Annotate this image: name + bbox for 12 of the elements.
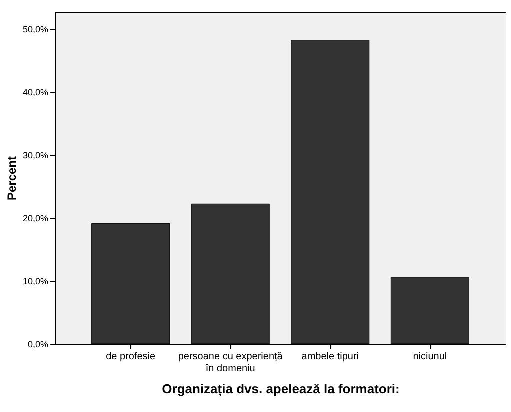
x-tick-label: niciunul <box>413 352 448 362</box>
y-tick-label: 10,0% <box>22 276 48 286</box>
x-tick-label: ambele tipuri <box>302 352 360 362</box>
x-tick-label: persoane cu experiență în domeniu <box>178 352 284 374</box>
y-tick-label: 30,0% <box>22 150 48 161</box>
y-axis-title: Percent <box>4 156 19 201</box>
x-tick-label: de profesie <box>106 352 156 362</box>
y-tick-label: 0,0% <box>28 340 48 350</box>
y-tick-label: 20,0% <box>22 214 48 224</box>
y-tick-label: 40,0% <box>22 88 48 98</box>
x-axis-title: Organizația dvs. apelează la formatori: <box>162 382 400 398</box>
y-tick-label: 50,0% <box>22 24 48 35</box>
